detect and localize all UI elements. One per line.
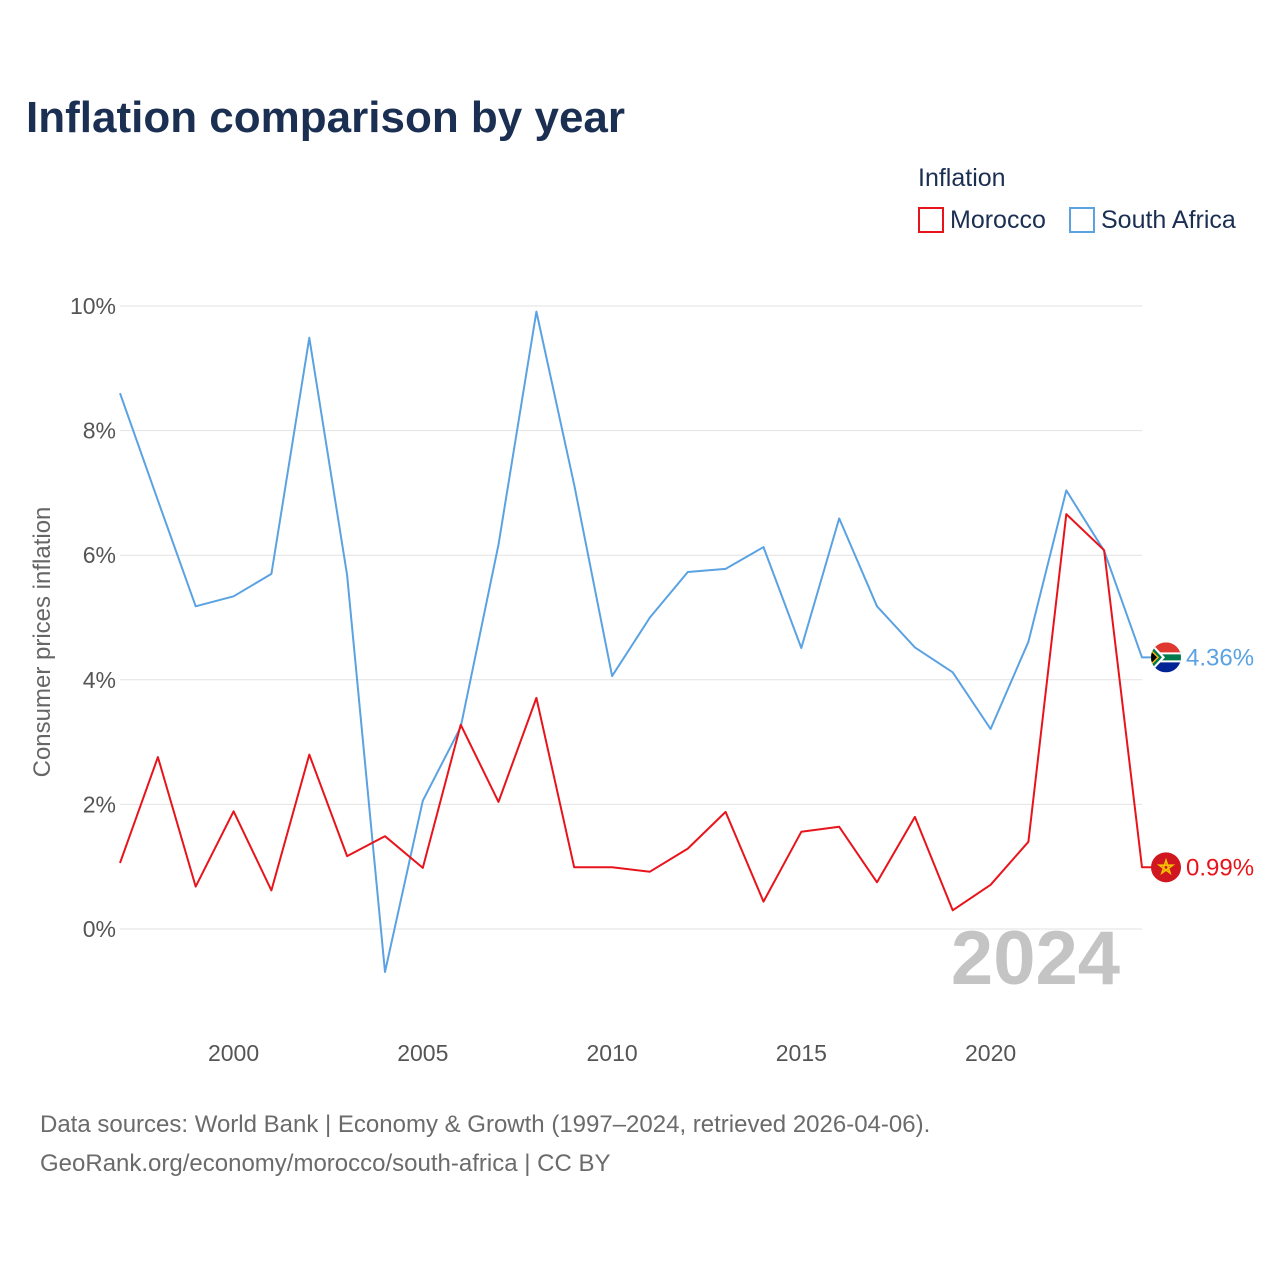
year-watermark: 2024 [951, 916, 1120, 1001]
south-africa-flag-icon [1151, 642, 1181, 673]
x-tick-label: 2010 [586, 1040, 637, 1066]
series-line-south-africa[interactable] [119, 310, 1152, 973]
end-label-south-africa: 4.36% [1186, 644, 1254, 671]
legend-title: Inflation [918, 164, 1006, 192]
morocco-flag-icon [1151, 852, 1181, 883]
series-lines [119, 310, 1152, 973]
y-tick-label: 2% [83, 791, 116, 817]
y-axis-ticks: 0% 2% 4% 6% 8% 10% [70, 293, 116, 942]
y-tick-label: 10% [70, 293, 116, 319]
x-tick-label: 2015 [776, 1040, 827, 1066]
legend-label-morocco[interactable]: Morocco [950, 206, 1046, 234]
series-line-morocco[interactable] [119, 513, 1152, 912]
y-tick-label: 6% [83, 542, 116, 568]
legend-label-south-africa[interactable]: South Africa [1101, 206, 1236, 234]
y-tick-label: 4% [83, 667, 116, 693]
x-tick-label: 2000 [208, 1040, 259, 1066]
chart-title: Inflation comparison by year [26, 93, 625, 142]
x-tick-label: 2005 [397, 1040, 448, 1066]
y-tick-label: 8% [83, 418, 116, 444]
gridlines [120, 305, 1142, 930]
source-line-2[interactable]: GeoRank.org/economy/morocco/south-africa… [40, 1150, 610, 1177]
y-tick-label: 0% [83, 916, 116, 942]
x-tick-label: 2020 [965, 1040, 1016, 1066]
end-label-morocco: 0.99% [1186, 854, 1254, 881]
source-line-1: Data sources: World Bank | Economy & Gro… [40, 1111, 930, 1138]
y-axis-label: Consumer prices inflation [29, 507, 56, 778]
legend-swatch-morocco[interactable] [918, 207, 944, 233]
legend-swatch-south-africa[interactable] [1069, 207, 1095, 233]
legend: Inflation Morocco South Africa [918, 164, 1236, 234]
series-end-markers: 0.99% 4.36% [1151, 642, 1254, 883]
x-axis-ticks: 2000 2005 2010 2015 2020 [208, 1040, 1016, 1066]
